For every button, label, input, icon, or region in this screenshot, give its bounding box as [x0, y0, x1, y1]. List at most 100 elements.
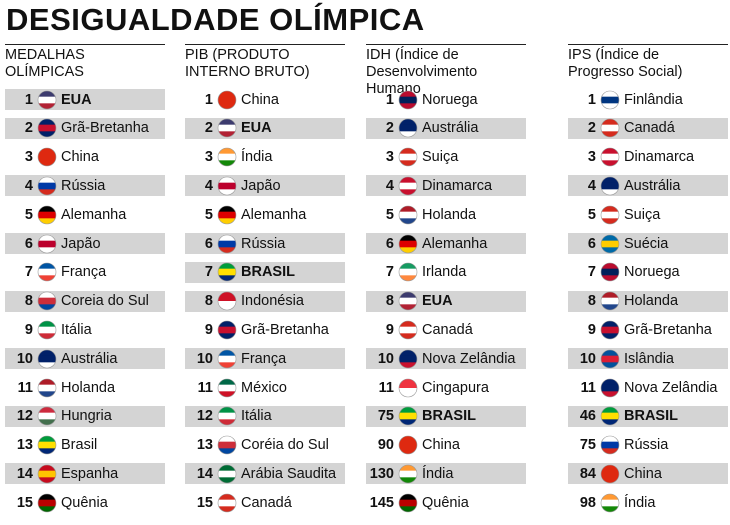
ranking-row: 2 Austrália — [366, 117, 526, 139]
rank: 10 — [16, 350, 33, 367]
country: Alemanha — [61, 206, 127, 223]
ranking-row: 90 China — [366, 435, 526, 456]
flag-stripe — [218, 320, 236, 328]
flag-stripe — [218, 90, 236, 100]
flag-stripe — [601, 378, 619, 385]
flag-stripe — [38, 412, 56, 421]
flag — [600, 147, 620, 167]
ranking-row: 2 Grã-Bretanha — [5, 117, 165, 139]
country: China — [624, 465, 662, 482]
flag — [217, 464, 237, 484]
flag-stripe — [218, 160, 236, 167]
flag-stripe — [218, 390, 236, 397]
country: Holanda — [422, 206, 477, 223]
rank: 6 — [204, 235, 213, 252]
flag-ring — [37, 90, 57, 109]
flag-stripe — [399, 275, 417, 282]
country: Japão — [241, 177, 281, 194]
rank: 4 — [24, 177, 33, 194]
flag-stripe — [38, 131, 56, 138]
flag-stripe — [38, 205, 56, 212]
rank: 9 — [204, 321, 213, 338]
flag-ring — [398, 291, 418, 311]
ranking-row: 145 Quênia — [366, 492, 526, 513]
flag-stripe — [218, 211, 236, 219]
flag-stripe — [601, 176, 619, 184]
flag-stripe — [601, 240, 619, 248]
flag-ring — [37, 435, 57, 455]
flag-stripe — [218, 189, 236, 195]
flag-ring — [217, 90, 237, 109]
flag — [398, 291, 418, 311]
flag-stripe — [399, 326, 417, 334]
flag-stripe — [601, 268, 619, 277]
flag — [217, 435, 237, 455]
flag-ring — [217, 291, 237, 311]
flag — [600, 320, 620, 340]
flag-stripe — [38, 297, 56, 305]
rank: 2 — [587, 120, 596, 137]
flag-stripe — [399, 160, 417, 167]
flag-stripe — [601, 419, 619, 426]
flag-stripe — [601, 441, 619, 449]
rank: 4 — [204, 177, 213, 194]
column: MEDALHAS OLÍMPICAS 1 EUA 2 Grã-Bretanha 3 Chin… — [5, 44, 165, 512]
country: Índia — [241, 149, 273, 166]
flag-stripe — [218, 499, 236, 507]
flag-ring — [398, 176, 418, 196]
flag — [37, 90, 57, 109]
flag-stripe — [218, 362, 236, 368]
flag-stripe — [399, 412, 417, 421]
country: China — [61, 149, 99, 166]
rank: 7 — [587, 264, 596, 281]
flag-ring — [600, 406, 620, 426]
country: Suiça — [422, 149, 459, 166]
rank: 9 — [587, 321, 596, 338]
rank: 5 — [24, 206, 33, 223]
country: Brasil — [61, 437, 98, 454]
flag-ring — [600, 205, 620, 224]
ranking-row: 7 França — [5, 262, 165, 283]
flag-stripe — [218, 153, 236, 161]
flag-stripe — [601, 473, 619, 483]
rank: 10 — [196, 350, 213, 367]
rank: 5 — [204, 206, 213, 223]
flag — [600, 464, 620, 484]
rank: 8 — [24, 293, 33, 310]
flag — [37, 464, 57, 484]
flag-ring — [398, 147, 418, 167]
flag-ring — [217, 205, 237, 224]
flag-ring — [217, 406, 237, 426]
country: Austrália — [624, 177, 681, 194]
rank: 11 — [17, 379, 33, 396]
rank: 75 — [579, 437, 596, 454]
flag-ring — [37, 262, 57, 282]
flag-stripe — [601, 102, 619, 109]
flag — [217, 205, 237, 224]
flag-stripe — [601, 390, 619, 397]
ranking-row: 75 Rússia — [568, 435, 728, 456]
flag-ring — [37, 234, 57, 253]
ranking-row: 10 Nova Zelândia — [366, 348, 526, 370]
flag-stripe — [38, 275, 56, 282]
flag-stripe — [399, 234, 417, 241]
country: Quênia — [422, 494, 469, 511]
ranking-row: 3 Dinamarca — [568, 147, 728, 168]
flag-stripe — [601, 407, 619, 414]
flag — [600, 234, 620, 253]
flag — [398, 147, 418, 167]
country: Alemanha — [422, 235, 488, 252]
ranking-row: 15 Quênia — [5, 492, 165, 513]
flag-stripe — [38, 390, 56, 397]
flag — [398, 493, 418, 512]
ranking-row: 9 Canadá — [366, 319, 526, 340]
country: Islândia — [624, 350, 674, 367]
flag — [398, 435, 418, 455]
flag — [217, 291, 237, 311]
country: Coréia do Sul — [241, 437, 329, 454]
rank: 13 — [196, 437, 213, 454]
flag-ring — [398, 406, 418, 426]
flag — [37, 378, 57, 397]
flag-stripe — [601, 320, 619, 328]
flag — [217, 147, 237, 167]
